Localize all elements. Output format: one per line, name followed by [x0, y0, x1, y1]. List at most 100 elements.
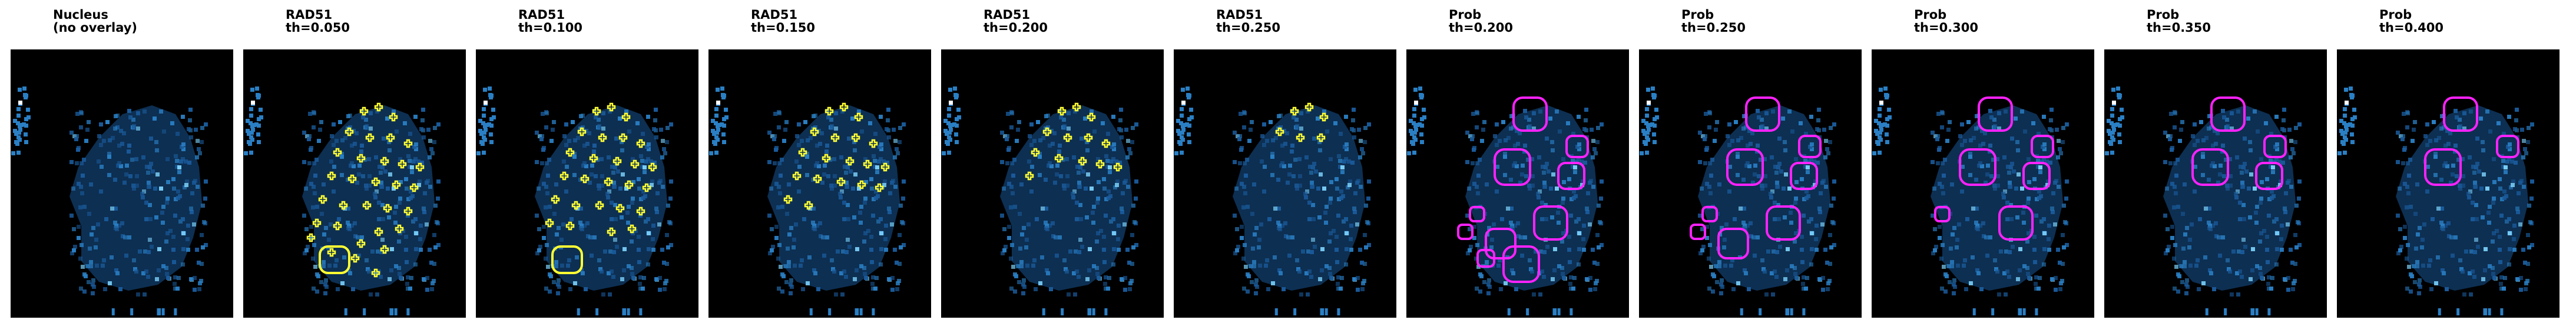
prob-region: [1512, 96, 1548, 132]
panel-title-line1: RAD51: [984, 8, 1031, 22]
panel-title-line1: Prob: [2147, 8, 2180, 22]
prob-region: [1690, 224, 1706, 240]
panel-3: RAD51 th=0.150: [708, 0, 931, 333]
prob-region: [1457, 224, 1474, 240]
rad51-focus: [863, 159, 872, 169]
rad51-focus: [1304, 102, 1314, 112]
panel-title-line2: th=0.400: [2379, 21, 2444, 35]
panel-9: Prob th=0.350: [2104, 0, 2327, 333]
prob-region: [2443, 96, 2478, 132]
rad51-focus: [1095, 159, 1105, 169]
nucleus-image: [2104, 49, 2327, 318]
nucleus-image: [708, 49, 931, 318]
rad51-focus: [398, 159, 407, 169]
prob-region: [2263, 135, 2287, 158]
panel-title-line2: th=0.250: [1216, 21, 1281, 35]
rad51-focus: [851, 133, 860, 142]
rad51-focus: [345, 127, 354, 136]
nucleus-image-svg: [243, 49, 466, 318]
rad51-focus: [415, 162, 425, 172]
prob-region: [2210, 96, 2246, 132]
rad51-focus: [1290, 106, 1299, 116]
rad51-focus: [403, 139, 413, 148]
rad51-focus: [836, 177, 846, 187]
nucleus-image-svg: [2337, 49, 2560, 318]
rad51-focus: [1087, 112, 1096, 122]
prob-region: [1934, 206, 1951, 222]
rad51-focus: [857, 180, 866, 189]
nucleus-image-svg: [11, 49, 233, 318]
nucleus-image-svg: [1406, 49, 1629, 318]
rad51-focus: [804, 201, 813, 210]
rad51-focus: [624, 180, 634, 189]
rad51-focus: [389, 112, 398, 122]
rad51-large-focus: [319, 245, 350, 274]
panel-0: Nucleus (no overlay): [11, 0, 233, 333]
rad51-focus: [607, 102, 616, 112]
rad51-focus: [580, 174, 590, 184]
panel-title: RAD51 th=0.100: [518, 8, 582, 34]
rad51-focus: [383, 204, 392, 213]
rad51-focus: [825, 106, 834, 116]
rad51-focus: [362, 201, 372, 210]
rad51-focus: [374, 102, 383, 112]
rad51-focus: [1025, 171, 1034, 181]
rad51-focus: [571, 201, 581, 210]
prob-region: [1959, 148, 1996, 186]
panel-1: RAD51 th=0.050: [243, 0, 466, 333]
panel-title-line1: RAD51: [1216, 8, 1263, 22]
rad51-focus: [627, 224, 637, 234]
rad51-focus: [636, 139, 645, 148]
panel-title: Prob th=0.300: [1914, 8, 1978, 34]
rad51-focus: [607, 227, 616, 237]
rad51-focus: [822, 154, 831, 163]
rad51-focus: [356, 154, 366, 163]
rad51-focus: [365, 133, 375, 142]
rad51-focus: [642, 183, 651, 192]
prob-region: [1469, 206, 1485, 222]
rad51-focus: [545, 218, 554, 228]
nucleus-image: [1406, 49, 1629, 318]
panel-6: Prob th=0.200: [1406, 0, 1629, 333]
nucleus-image: [476, 49, 698, 318]
prob-region: [1701, 206, 1718, 222]
prob-region: [1745, 96, 1780, 132]
panel-title-line1: Prob: [2379, 8, 2412, 22]
prob-region: [1485, 228, 1517, 259]
rad51-focus: [327, 171, 336, 181]
rad51-focus: [359, 106, 369, 116]
nucleus-image: [941, 49, 1164, 318]
rad51-focus: [403, 207, 413, 216]
rad51-focus: [333, 221, 342, 231]
rad51-focus: [1084, 133, 1093, 142]
rad51-focus: [1078, 156, 1087, 166]
nucleus-blob: [1233, 105, 1365, 291]
rad51-focus: [327, 248, 336, 257]
rad51-focus: [1072, 102, 1081, 112]
panel-4: RAD51 th=0.200: [941, 0, 1164, 333]
nucleus-blob: [69, 105, 202, 291]
rad51-focus: [1057, 106, 1067, 116]
rad51-focus: [612, 156, 622, 166]
prob-region: [1798, 135, 1822, 158]
rad51-focus: [813, 174, 822, 184]
rad51-focus: [1054, 154, 1064, 163]
rad51-focus: [380, 245, 389, 254]
panel-title-line2: th=0.250: [1681, 21, 1746, 35]
rad51-focus: [371, 177, 380, 187]
panel-title-line1: RAD51: [751, 8, 798, 22]
rad51-focus: [312, 218, 322, 228]
panel-title-line2: th=0.150: [751, 21, 816, 35]
rad51-focus: [1063, 133, 1072, 142]
rad51-focus: [1101, 139, 1111, 148]
panel-title: RAD51 th=0.250: [1216, 8, 1280, 34]
rad51-focus: [551, 195, 560, 204]
nucleus-image-svg: [708, 49, 931, 318]
rad51-focus: [380, 156, 389, 166]
nucleus-image: [1174, 49, 1396, 318]
rad51-focus: [386, 133, 395, 142]
panel-title-line2: th=0.300: [1914, 21, 1979, 35]
panel-title-line2: th=0.100: [518, 21, 583, 35]
panel-title-line1: Nucleus: [53, 8, 108, 22]
rad51-focus: [395, 224, 404, 234]
